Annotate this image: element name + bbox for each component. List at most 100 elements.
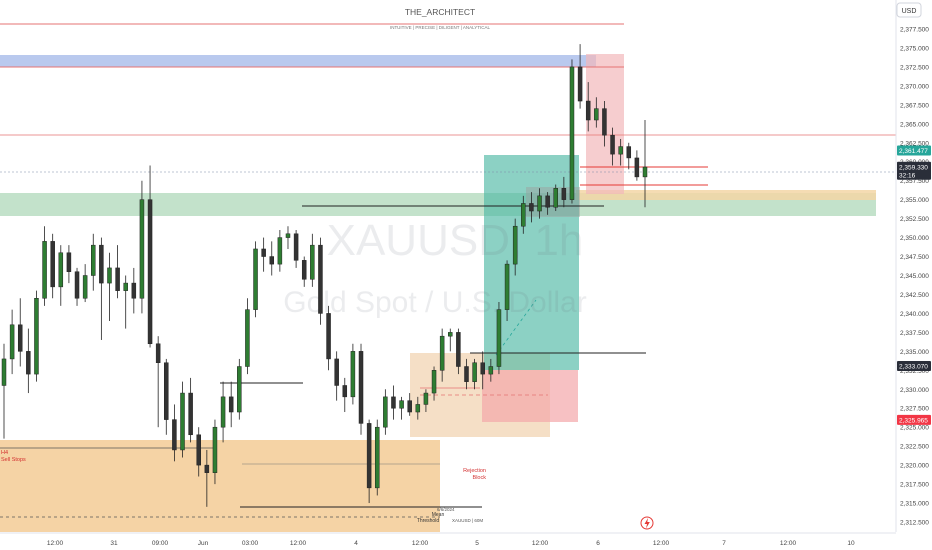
candle-body bbox=[504, 263, 510, 310]
candle-body bbox=[26, 351, 31, 375]
candle-body bbox=[301, 260, 307, 280]
price-tag-label: 2,325.965 bbox=[899, 417, 928, 424]
x-tick-label: 12:00 bbox=[412, 540, 429, 547]
candle-body bbox=[472, 362, 477, 382]
candle-body bbox=[415, 404, 421, 413]
candle-body bbox=[318, 244, 323, 314]
candle-body bbox=[407, 400, 412, 413]
candle-body bbox=[391, 396, 396, 409]
candle-body bbox=[50, 241, 55, 288]
candle-body bbox=[253, 248, 258, 310]
y-tick-label: 2,335.000 bbox=[900, 349, 929, 356]
watermark-description: Gold Spot / U.S. Dollar bbox=[283, 286, 586, 319]
watermark-symbol: XAUUSD, 1h bbox=[327, 216, 584, 265]
candle-body bbox=[115, 267, 120, 291]
price-tag bbox=[897, 360, 931, 371]
x-tick-label: 12:00 bbox=[532, 540, 549, 547]
candle-body bbox=[237, 366, 242, 413]
y-tick-label: 2,340.000 bbox=[900, 311, 929, 318]
candle-body bbox=[261, 248, 266, 257]
price-tag bbox=[897, 161, 931, 180]
annotation-symbol-tf: XAUUSD | 60M bbox=[452, 518, 483, 523]
candle-body bbox=[1, 358, 7, 386]
y-tick-label: 2,332.500 bbox=[900, 368, 929, 375]
watermark: XAUUSD, 1h Gold Spot / U.S. Dollar bbox=[283, 216, 586, 319]
y-tick-label: 2,345.000 bbox=[900, 273, 929, 280]
candle-body bbox=[545, 195, 550, 208]
candle-body bbox=[374, 426, 380, 489]
candle-body bbox=[42, 241, 47, 299]
candle-body bbox=[512, 225, 518, 265]
candle-body bbox=[350, 351, 356, 398]
y-tick-label: 2,355.000 bbox=[900, 197, 929, 204]
price-tag-label: 2,361.477 bbox=[899, 148, 928, 155]
candle-body bbox=[537, 195, 542, 212]
candle-body bbox=[626, 146, 632, 159]
candle-body bbox=[180, 392, 185, 451]
candle-body bbox=[326, 313, 331, 360]
candle-body bbox=[164, 362, 169, 420]
x-tick-label: 6 bbox=[596, 540, 600, 547]
candlestick-series bbox=[1, 44, 648, 507]
y-tick-label: 2,362.500 bbox=[900, 140, 929, 147]
candle-body bbox=[642, 166, 648, 178]
currency-label[interactable]: USD bbox=[902, 8, 917, 15]
y-tick-label: 2,325.000 bbox=[900, 425, 929, 432]
y-tick-label: 2,365.000 bbox=[900, 121, 929, 128]
candle-body bbox=[34, 298, 39, 375]
chart-subtitle: INTUITIVE | PRECISE | DILIGENT | ANALYTI… bbox=[390, 25, 491, 30]
annotation-block: Block bbox=[473, 475, 487, 481]
candle-body bbox=[99, 244, 104, 284]
candle-body bbox=[561, 188, 567, 200]
y-tick-label: 2,320.000 bbox=[900, 463, 929, 470]
y-tick-label: 2,375.000 bbox=[900, 45, 929, 52]
candle-body bbox=[82, 275, 88, 299]
currency-button[interactable]: USD bbox=[896, 2, 922, 18]
y-tick-label: 2,322.500 bbox=[900, 444, 929, 451]
candle-body bbox=[17, 324, 23, 352]
candle-body bbox=[123, 282, 128, 291]
candle-body bbox=[618, 146, 623, 155]
candle-body bbox=[155, 343, 161, 363]
y-tick-label: 2,327.500 bbox=[900, 406, 929, 413]
candle-body bbox=[488, 366, 494, 375]
candle-body bbox=[464, 366, 469, 382]
x-tick-label: 31 bbox=[110, 540, 118, 547]
x-tick-label: Jun bbox=[198, 540, 209, 547]
candle-body bbox=[594, 108, 599, 121]
candle-body bbox=[496, 309, 502, 367]
candle-body bbox=[399, 400, 404, 409]
y-tick-label: 2,337.500 bbox=[900, 330, 929, 337]
time-axis[interactable]: 12:00 31 09:00 Jun 03:00 12:00 4 12:00 5 12:00 6 12… bbox=[0, 532, 932, 550]
candle-body bbox=[310, 244, 315, 280]
candle-body bbox=[188, 392, 193, 436]
candle-body bbox=[220, 396, 226, 428]
candle-body bbox=[610, 134, 615, 155]
candle-body bbox=[456, 332, 461, 367]
order-block-zone bbox=[576, 190, 876, 200]
y-tick-label: 2,377.500 bbox=[900, 27, 929, 34]
candle-body bbox=[9, 324, 15, 360]
price-axis[interactable]: 2,312.500 2,315.000 2,317.500 2,320.000 2,32… bbox=[895, 0, 932, 550]
candle-body bbox=[269, 256, 275, 265]
candle-body bbox=[172, 419, 177, 451]
y-tick-label: 2,330.000 bbox=[900, 387, 929, 394]
lightning-icon[interactable] bbox=[640, 516, 654, 530]
candle-body bbox=[448, 332, 453, 337]
candle-body bbox=[107, 267, 112, 284]
countdown-label: 32:16 bbox=[899, 172, 916, 179]
candle-body bbox=[366, 423, 372, 489]
candle-body bbox=[228, 396, 234, 413]
candle-body bbox=[196, 434, 201, 466]
candle-body bbox=[358, 351, 364, 424]
x-tick-label: 10 bbox=[847, 540, 855, 547]
candle-body bbox=[431, 370, 437, 394]
candle-body bbox=[423, 392, 429, 405]
y-tick-label: 2,317.500 bbox=[900, 482, 929, 489]
x-tick-label: 4 bbox=[354, 540, 358, 547]
candle-body bbox=[585, 100, 591, 121]
y-tick-label: 2,350.000 bbox=[900, 235, 929, 242]
supply-zone-blue bbox=[0, 55, 596, 67]
y-tick-label: 2,352.500 bbox=[900, 216, 929, 223]
